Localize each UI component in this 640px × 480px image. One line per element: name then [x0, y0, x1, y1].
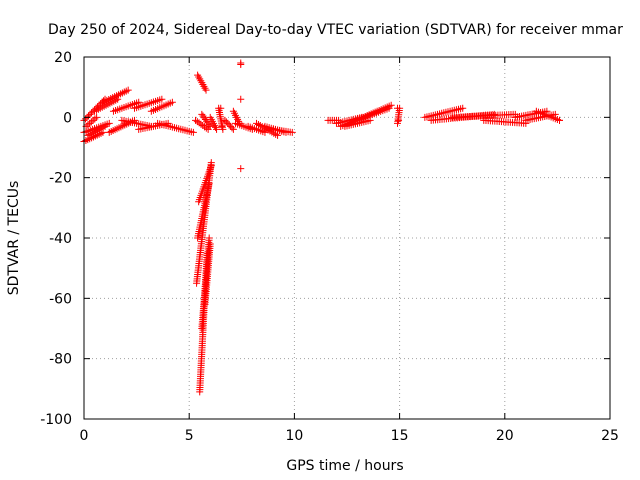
data-point	[366, 116, 374, 124]
data-point	[91, 115, 99, 123]
x-tick-label: 25	[601, 428, 619, 444]
data-point	[217, 104, 225, 112]
data-point	[219, 125, 227, 133]
y-tick-label: 0	[63, 110, 72, 126]
data-point	[205, 180, 213, 188]
data-point	[86, 110, 94, 118]
data-point	[105, 119, 113, 127]
x-tick-label: 20	[496, 428, 514, 444]
data-point	[84, 121, 92, 129]
data-point	[206, 122, 214, 130]
chart-title: Day 250 of 2024, Sidereal Day-to-day VTE…	[48, 22, 623, 38]
data-point	[556, 116, 564, 124]
x-tick-label: 15	[391, 428, 409, 444]
y-tick-label: -100	[40, 412, 72, 428]
data-points	[80, 59, 564, 396]
data-point	[551, 110, 559, 118]
data-point	[168, 98, 176, 106]
data-point	[205, 234, 213, 242]
y-tick-label: -20	[49, 171, 72, 187]
data-point	[205, 121, 213, 129]
data-point	[124, 86, 132, 94]
data-point	[207, 162, 215, 170]
x-tick-label: 10	[285, 428, 303, 444]
data-point	[459, 104, 467, 112]
data-point	[88, 109, 96, 117]
y-tick-label: -80	[49, 352, 72, 368]
data-point	[158, 95, 166, 103]
data-point	[197, 120, 205, 128]
data-point	[218, 122, 226, 130]
data-point	[85, 112, 93, 120]
data-point	[82, 115, 90, 123]
data-point	[89, 116, 97, 124]
y-tick-label: -60	[49, 291, 72, 307]
data-point	[199, 122, 207, 130]
data-point	[195, 119, 203, 127]
data-point	[393, 104, 401, 112]
grid-lines	[84, 57, 610, 419]
x-axis-title: GPS time / hours	[286, 458, 403, 474]
x-tick-label: 0	[80, 428, 89, 444]
data-point	[237, 165, 245, 173]
data-point	[213, 125, 221, 133]
data-point	[206, 240, 214, 248]
data-point	[237, 61, 245, 69]
data-point	[237, 95, 245, 103]
data-point	[86, 119, 94, 127]
data-point	[93, 113, 101, 121]
data-point	[189, 128, 197, 136]
data-point	[192, 116, 200, 124]
plot-frame	[83, 56, 611, 420]
data-point	[202, 86, 210, 94]
data-point	[387, 101, 395, 109]
data-point	[193, 118, 201, 126]
data-point	[395, 116, 403, 124]
data-point	[87, 118, 95, 126]
y-tick-label: -40	[49, 231, 72, 247]
data-point	[228, 124, 236, 132]
data-point	[101, 122, 109, 130]
y-axis-title: SDTVAR / TECUs	[6, 181, 22, 296]
y-tick-label: 20	[54, 50, 72, 66]
data-point	[229, 125, 237, 133]
x-tick-label: 5	[185, 428, 194, 444]
data-point	[490, 110, 498, 118]
data-point	[288, 128, 296, 136]
axis-ticks: 0 5 10 15 20 25 -100 -80 -60 -40 -20 0 20	[40, 50, 619, 444]
